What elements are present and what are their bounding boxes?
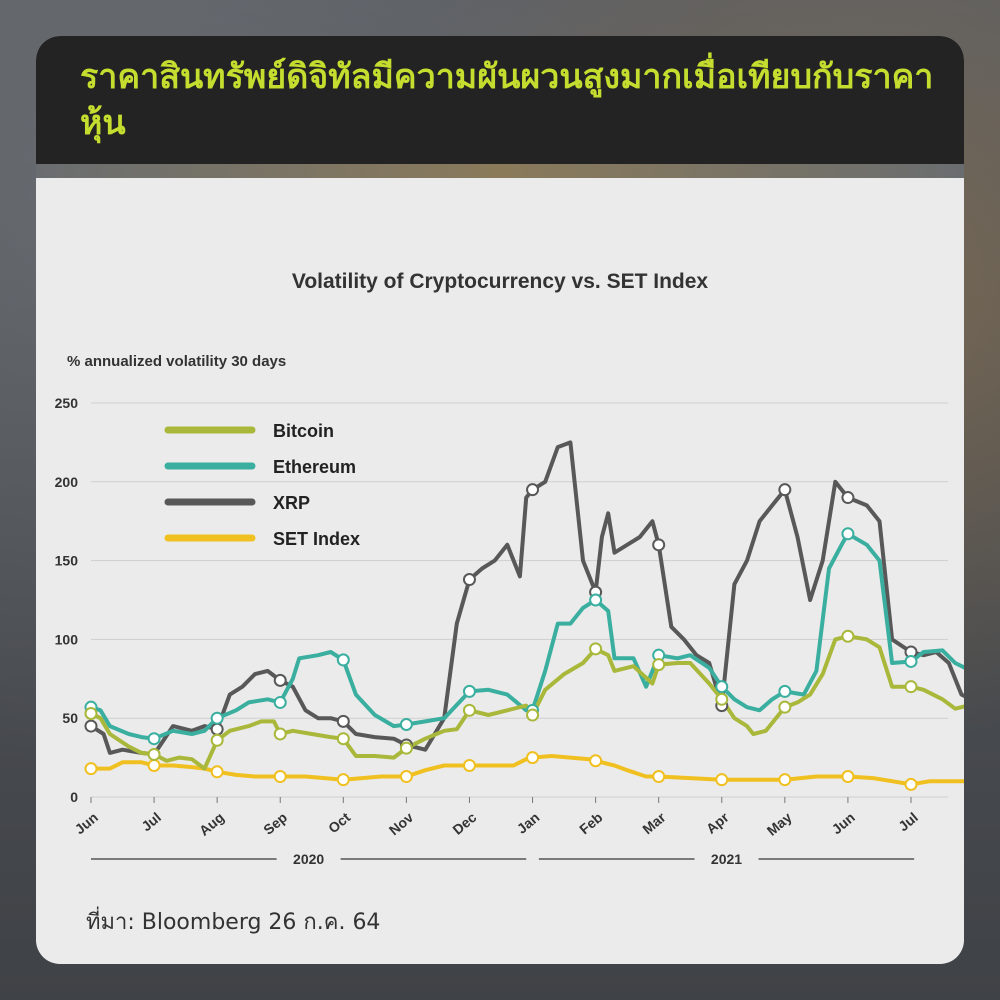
data-point-set (841, 770, 855, 784)
data-point-xrp (84, 719, 98, 733)
series-line-xrp (89, 440, 964, 757)
data-point-set (589, 754, 603, 768)
y-axis-label: % annualized volatility 30 days (67, 353, 286, 370)
data-point-xrp (778, 483, 792, 497)
data-point-set (399, 770, 413, 784)
year-label: 2021 (711, 851, 742, 867)
data-point-bitcoin (210, 733, 224, 747)
data-point-ethereum (147, 732, 161, 746)
x-tick-label: Sep (260, 809, 290, 838)
data-point-set (336, 773, 350, 787)
x-tick-label: Mar (639, 809, 669, 838)
x-tick-label: Jun (72, 809, 101, 837)
series-line-set (89, 754, 964, 787)
legend-label: XRP (273, 493, 310, 513)
data-point-ethereum (778, 684, 792, 698)
volatility-chart: Volatility of Cryptocurrency vs. SET Ind… (55, 270, 964, 867)
data-point-set (147, 758, 161, 772)
y-axis-ticks: 0 50 100 150 200 250 (55, 395, 79, 805)
y-tick-label: 50 (62, 710, 78, 726)
y-tick-label: 0 (70, 789, 78, 805)
y-tick-label: 200 (55, 474, 79, 490)
x-tick-label: Jul (895, 809, 921, 834)
data-point-ethereum (589, 593, 603, 607)
data-point-bitcoin (84, 706, 98, 720)
series-markers (84, 483, 918, 791)
data-point-set (778, 773, 792, 787)
data-point-set (84, 762, 98, 776)
data-point-ethereum (715, 680, 729, 694)
y-tick-label: 150 (55, 553, 79, 569)
legend-label: Ethereum (273, 457, 356, 477)
data-point-xrp (210, 722, 224, 736)
x-tick-label: Apr (703, 809, 732, 837)
data-point-set (210, 765, 224, 779)
data-point-set (526, 751, 540, 765)
data-point-xrp (841, 491, 855, 505)
y-tick-label: 100 (55, 631, 79, 647)
header-banner: ราคาสินทรัพย์ดิจิทัลมีความผันผวนสูงมากเม… (36, 36, 964, 164)
series-line-ethereum (89, 531, 964, 741)
series-line-bitcoin (89, 634, 964, 771)
data-point-bitcoin (715, 692, 729, 706)
data-point-xrp (336, 714, 350, 728)
data-point-set (904, 777, 918, 791)
data-point-xrp (526, 483, 540, 497)
data-point-ethereum (273, 695, 287, 709)
data-point-xrp (462, 573, 476, 587)
data-point-bitcoin (526, 708, 540, 722)
data-point-bitcoin (147, 747, 161, 761)
data-point-set (715, 773, 729, 787)
page-title: ราคาสินทรัพย์ดิจิทัลมีความผันผวนสูงมากเม… (80, 57, 934, 143)
data-point-bitcoin (399, 741, 413, 755)
x-tick-label: Jan (514, 809, 543, 837)
x-tick-label: Dec (449, 809, 479, 838)
data-point-bitcoin (841, 629, 855, 643)
y-tick-label: 250 (55, 395, 79, 411)
x-tick-label: Jun (828, 809, 857, 837)
chart-card: ราคาสินทรัพย์ดิจิทัลมีความผันผวนสูงมากเม… (36, 36, 964, 964)
data-point-bitcoin (652, 658, 666, 672)
data-point-bitcoin (273, 727, 287, 741)
data-point-bitcoin (589, 642, 603, 656)
decorative-strip (36, 164, 964, 178)
year-groups: 2020 2021 (91, 851, 915, 867)
x-tick-label: Nov (386, 809, 417, 838)
data-point-set (273, 770, 287, 784)
data-point-xrp (273, 673, 287, 687)
legend: Bitcoin Ethereum XRP SET Index (164, 421, 360, 549)
data-point-bitcoin (336, 732, 350, 746)
x-tick-label: Aug (196, 809, 227, 839)
data-point-ethereum (841, 527, 855, 541)
data-point-bitcoin (904, 680, 918, 694)
data-point-ethereum (399, 718, 413, 732)
year-label: 2020 (293, 851, 324, 867)
x-axis-ticks: Jun Jul Aug Sep Oct Nov Dec Jan Feb Mar Apr May Jun J… (72, 797, 921, 839)
data-point-set (652, 770, 666, 784)
data-point-set (462, 758, 476, 772)
data-point-bitcoin (778, 700, 792, 714)
data-point-ethereum (210, 711, 224, 725)
x-tick-label: Feb (576, 809, 605, 837)
x-tick-label: Jul (138, 809, 164, 834)
data-point-xrp (652, 538, 666, 552)
data-point-ethereum (336, 653, 350, 667)
source-note: ที่มา: Bloomberg 26 ก.ค. 64 (86, 910, 381, 935)
data-point-bitcoin (462, 703, 476, 717)
legend-label: Bitcoin (273, 421, 334, 441)
data-point-ethereum (904, 654, 918, 668)
data-point-ethereum (462, 684, 476, 698)
chart-title: Volatility of Cryptocurrency vs. SET Ind… (292, 270, 709, 293)
x-tick-label: May (764, 809, 795, 839)
legend-label: SET Index (273, 529, 360, 549)
x-tick-label: Oct (325, 809, 353, 836)
